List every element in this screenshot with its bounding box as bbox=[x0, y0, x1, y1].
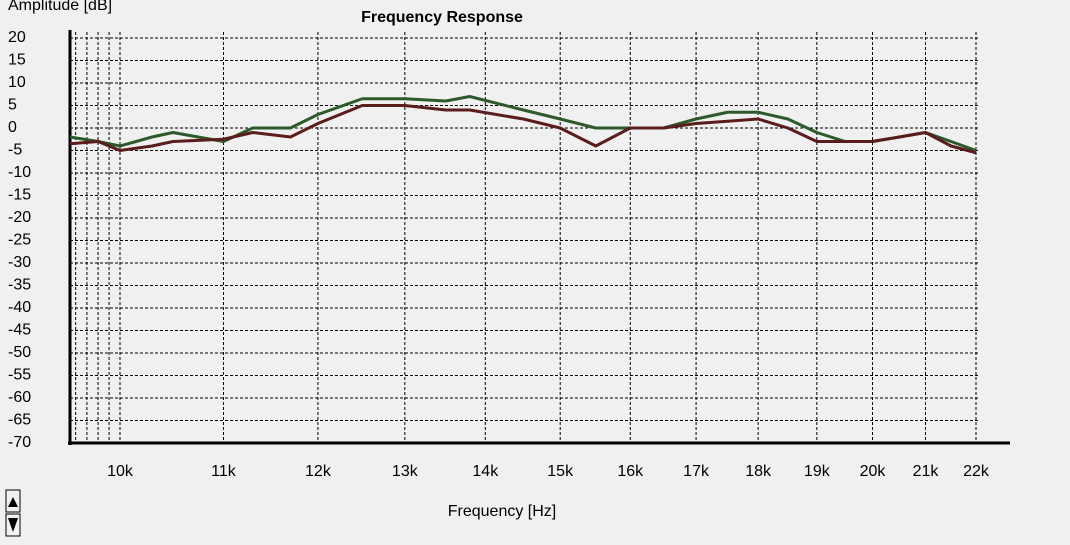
x-tick-label: 20k bbox=[860, 463, 887, 480]
x-tick-label: 15k bbox=[547, 463, 574, 480]
scroll-buttons[interactable] bbox=[5, 489, 21, 537]
x-tick-label: 14k bbox=[472, 463, 499, 480]
y-tick-label: -45 bbox=[8, 322, 31, 339]
x-axis-label: Frequency [Hz] bbox=[448, 503, 556, 520]
y-tick-label: -70 bbox=[8, 434, 31, 451]
x-tick-label: 13k bbox=[392, 463, 419, 480]
x-tick-label: 19k bbox=[804, 463, 831, 480]
x-tick-label: 22k bbox=[963, 463, 990, 480]
x-tick-label: 16k bbox=[617, 463, 644, 480]
y-tick-label: -15 bbox=[8, 187, 31, 204]
y-tick-label: 0 bbox=[8, 119, 17, 136]
y-tick-label: -30 bbox=[8, 254, 31, 271]
x-tick-label: 11k bbox=[211, 463, 237, 480]
x-tick-label: 10k bbox=[107, 463, 134, 480]
y-tick-label: -25 bbox=[8, 232, 31, 249]
y-tick-label: -5 bbox=[8, 142, 22, 159]
y-tick-label: -10 bbox=[8, 164, 31, 181]
y-tick-label: -55 bbox=[8, 367, 31, 384]
y-tick-label: -60 bbox=[8, 389, 31, 406]
x-tick-label: 18k bbox=[745, 463, 772, 480]
x-tick-label: 21k bbox=[913, 463, 940, 480]
y-tick-label: -35 bbox=[8, 277, 31, 294]
response-line bbox=[69, 104, 977, 155]
y-tick-label: -40 bbox=[8, 299, 31, 316]
chart-title: Frequency Response bbox=[361, 9, 523, 26]
y-tick-label: 10 bbox=[8, 74, 26, 91]
y-axis-label: Amplitude [dB] bbox=[8, 0, 112, 14]
x-tick-label: 12k bbox=[305, 463, 332, 480]
y-tick-label: -20 bbox=[8, 209, 31, 226]
x-tick-label: 17k bbox=[683, 463, 710, 480]
y-tick-label: 15 bbox=[8, 52, 26, 69]
y-tick-label: 20 bbox=[8, 29, 26, 46]
y-tick-label: 5 bbox=[8, 97, 17, 114]
y-tick-label: -50 bbox=[8, 344, 31, 361]
y-tick-label: -65 bbox=[8, 412, 31, 429]
